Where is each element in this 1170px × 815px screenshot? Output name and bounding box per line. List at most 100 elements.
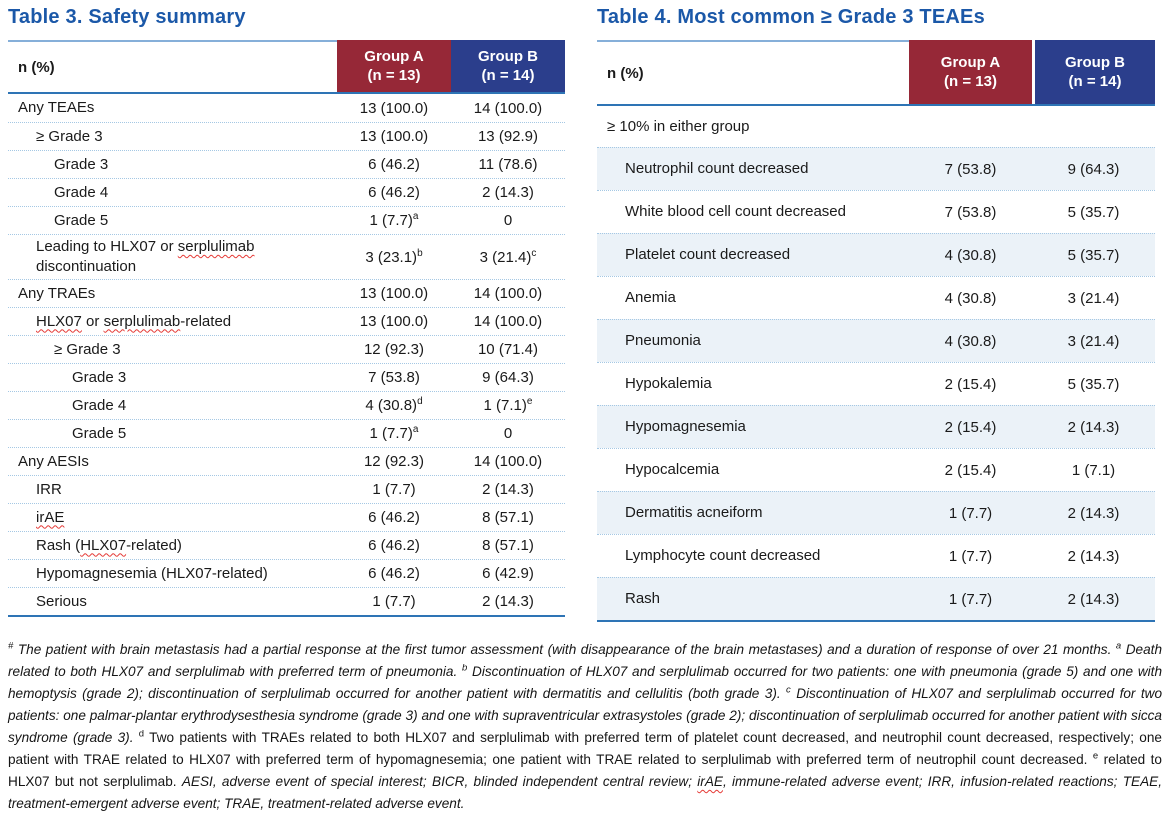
row-label: Platelet count decreased (625, 246, 791, 263)
footnote-segment: e related to HLX07 but not serplulimab. (8, 750, 1162, 789)
table4-rows: ≥ 10% in either group Neutrophil count d… (597, 106, 1155, 620)
row-label: Grade 5 (54, 211, 109, 229)
row-label: Grade 4 (54, 183, 109, 201)
cell-group-a: 6 (46.2) (368, 537, 420, 554)
group-a-header: Group A (n = 13) (337, 40, 451, 92)
cell-group-a: 7 (53.8) (368, 369, 420, 386)
table4-title: Table 4. Most common ≥ Grade 3 TEAEs (597, 6, 985, 28)
row-label: Lymphocyte count decreased (625, 547, 821, 564)
footnote-segment: c Discontinuation of HLX07 and serplulim… (8, 684, 1163, 745)
row-label: irAE (36, 508, 65, 526)
footnote: # The patient with brain metastasis had … (8, 639, 1162, 815)
cell-group-a: 1 (7.7)a (369, 211, 419, 230)
table-row: Grade 4 4 (30.8)d 1 (7.1)e (8, 391, 565, 419)
table-row: Lymphocyte count decreased 1 (7.7) 2 (14.3… (597, 534, 1155, 577)
cell-group-a: 4 (30.8) (944, 332, 997, 350)
table3-header-row: n (%) Group A (n = 13) Group B (n = 14) (8, 40, 565, 94)
table-row: Hypomagnesemia (HLX07-related) 6 (46.2) 6 … (8, 559, 565, 587)
table-row: Pneumonia 4 (30.8) 3 (21.4) (597, 319, 1155, 362)
cell-group-a: 1 (7.7)a (369, 424, 419, 443)
table-row: Any TEAEs 13 (100.0) 14 (100.0) (8, 94, 565, 122)
cell-group-b: 8 (57.1) (482, 509, 534, 526)
cell-group-a: 6 (46.2) (368, 184, 420, 201)
table-row: Rash 1 (7.7) 2 (14.3) (597, 577, 1155, 620)
cell-group-b: 13 (92.9) (477, 128, 539, 145)
cell-group-a: 6 (46.2) (368, 156, 420, 173)
cell-group-a: 12 (92.3) (363, 453, 425, 470)
column-header-n-pct: n (%) (8, 40, 337, 92)
row-label: Any AESIs (18, 452, 89, 470)
cell-group-b: 2 (14.3) (482, 593, 534, 610)
cell-group-b: 8 (57.1) (482, 537, 534, 554)
row-label: Hypokalemia (625, 375, 712, 392)
row-label: ≥ Grade 3 (54, 340, 121, 358)
cell-group-b: 3 (21.4) (1067, 332, 1120, 350)
cell-group-b: 3 (21.4)c (479, 247, 537, 266)
cell-group-b: 14 (100.0) (473, 313, 543, 330)
footnote-segment: a Death related to both HLX07 and serplu… (8, 640, 1163, 679)
footnote-segment: # The patient with brain metastasis had … (8, 640, 1112, 657)
cell-group-a: 3 (23.1)b (365, 247, 423, 266)
table3-title: Table 3. Safety summary (8, 6, 246, 28)
table3-section: Table 3. Safety summary n (%) Group A (n… (8, 4, 565, 622)
cell-group-b: 14 (100.0) (473, 453, 543, 470)
cell-group-a: 1 (7.7) (372, 481, 416, 498)
table-row: Platelet count decreased 4 (30.8) 5 (35.7) (597, 233, 1155, 276)
table-row: Grade 5 1 (7.7)a 0 (8, 206, 565, 234)
row-label: Grade 3 (72, 368, 127, 386)
cell-group-b: 9 (64.3) (482, 369, 534, 386)
cell-group-b: 10 (71.4) (477, 341, 539, 358)
cell-group-a: 13 (100.0) (359, 128, 429, 145)
cell-group-b: 2 (14.3) (1067, 547, 1120, 565)
table-row: Anemia 4 (30.8) 3 (21.4) (597, 276, 1155, 319)
cell-group-b: 1 (7.1)e (483, 396, 533, 415)
cell-group-a: 7 (53.8) (944, 160, 997, 178)
group-a-header: Group A (n = 13) (909, 40, 1032, 104)
cell-group-b: 6 (42.9) (482, 565, 534, 582)
cell-group-b: 2 (14.3) (1067, 590, 1120, 608)
footnote-segment: b Discontinuation of HLX07 and serplulim… (8, 662, 1163, 701)
table-row: IRR 1 (7.7) 2 (14.3) (8, 475, 565, 503)
cell-group-a: 4 (30.8) (944, 246, 997, 264)
table-row: Grade 3 6 (46.2) 11 (78.6) (8, 150, 565, 178)
row-label: ≥ Grade 3 (36, 127, 103, 145)
table-row: Any TRAEs 13 (100.0) 14 (100.0) (8, 279, 565, 307)
cell-group-a: 7 (53.8) (944, 203, 997, 221)
table-row: Serious 1 (7.7) 2 (14.3) (8, 587, 565, 615)
footnote-segment: d Two patients with TRAEs related to bot… (8, 728, 1162, 767)
table-row: Rash (HLX07-related) 6 (46.2) 8 (57.1) (8, 531, 565, 559)
section-label: ≥ 10% in either group (607, 117, 750, 135)
row-label: Rash (HLX07-related) (36, 536, 182, 554)
column-header-n-pct: n (%) (597, 40, 909, 104)
cell-group-b: 1 (7.1) (1071, 461, 1116, 479)
row-label: Any TRAEs (18, 284, 96, 302)
cell-group-b: 2 (14.3) (1067, 504, 1120, 522)
table3-rows: Any TEAEs 13 (100.0) 14 (100.0) ≥ Grade 3 13… (8, 94, 565, 615)
table4-section-row: ≥ 10% in either group (597, 106, 1155, 147)
row-label: White blood cell count decreased (625, 203, 846, 220)
row-label: Grade 4 (72, 396, 127, 414)
cell-group-b: 5 (35.7) (1067, 203, 1120, 221)
table4-header-row: n (%) Group A (n = 13) Group B (n = 14) (597, 40, 1155, 106)
cell-group-b: 14 (100.0) (473, 285, 543, 302)
cell-group-b: 2 (14.3) (1067, 418, 1120, 436)
cell-group-b: 14 (100.0) (473, 99, 543, 117)
table-row: Hypomagnesemia 2 (15.4) 2 (14.3) (597, 405, 1155, 448)
table-row: White blood cell count decreased 7 (53.8)… (597, 190, 1155, 233)
cell-group-a: 12 (92.3) (363, 341, 425, 358)
cell-group-a: 6 (46.2) (368, 565, 420, 582)
cell-group-a: 13 (100.0) (359, 313, 429, 330)
table4-section: Table 4. Most common ≥ Grade 3 TEAEs n (… (597, 4, 1155, 622)
row-label: Grade 3 (54, 155, 109, 173)
cell-group-a: 13 (100.0) (359, 285, 429, 302)
cell-group-a: 1 (7.7) (948, 504, 993, 522)
table-row: HLX07 or serplulimab-related 13 (100.0) 14… (8, 307, 565, 335)
table-row: Grade 4 6 (46.2) 2 (14.3) (8, 178, 565, 206)
table-row: ≥ Grade 3 12 (92.3) 10 (71.4) (8, 335, 565, 363)
row-label: Serious (36, 592, 87, 610)
row-label: HLX07 or serplulimab-related (36, 312, 232, 330)
row-label: Dermatitis acneiform (625, 504, 763, 521)
row-label: IRR (36, 480, 62, 498)
row-label: Anemia (625, 289, 676, 306)
row-label: Grade 5 (72, 424, 127, 442)
